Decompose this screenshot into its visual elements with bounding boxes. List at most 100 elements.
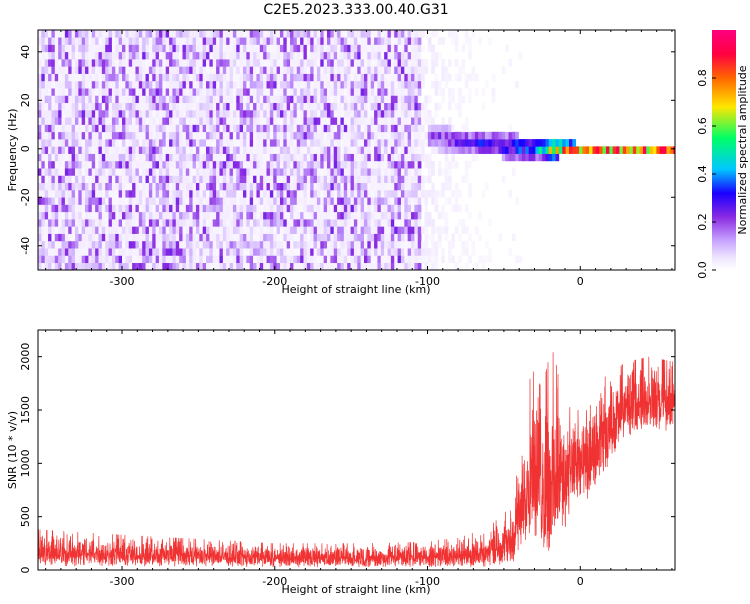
spectrogram-cell (81, 88, 86, 96)
spectrogram-cell (135, 168, 140, 176)
spectrogram-cell (222, 175, 227, 184)
spectrogram-cell (192, 66, 197, 74)
spectrogram-cell (300, 233, 304, 242)
spectrogram-cell (115, 73, 119, 82)
spectrogram-cell (343, 204, 348, 213)
spectrogram-cell (142, 110, 146, 118)
spectrogram-cell (347, 211, 351, 220)
spectrogram-cell (414, 190, 419, 198)
spectrogram-cell (101, 95, 106, 104)
spectrogram-cell (296, 248, 301, 256)
spectrogram-cell (199, 30, 203, 38)
spectrogram-cell (219, 44, 224, 53)
spectrogram-cell (330, 153, 335, 162)
spectrogram-cell (363, 51, 368, 60)
spectrogram-cell (125, 102, 130, 111)
spectrogram-cell (105, 175, 109, 184)
spectrogram-cell (122, 197, 126, 205)
spectrogram-cell (276, 190, 281, 198)
spectrogram-cell (441, 168, 445, 176)
spectrogram-cell (306, 124, 311, 133)
spectrogram-cell (179, 146, 183, 154)
spectrogram-cell (488, 131, 492, 140)
spectrogram-cell (38, 262, 42, 270)
spectrogram-cell (266, 139, 271, 147)
spectrogram-cell (209, 211, 214, 220)
spectrogram-cell (175, 37, 180, 45)
spectrogram-cell (128, 175, 133, 184)
spectrogram-cell (128, 190, 133, 198)
spectrogram-cell (263, 160, 267, 169)
spectrogram-cell (454, 102, 459, 111)
spectrogram-cell (286, 204, 291, 213)
spectrogram-cell (54, 131, 59, 140)
spectrogram-cell (179, 168, 183, 176)
spectrogram-cell (212, 262, 217, 270)
spectrogram-cell (81, 190, 86, 198)
spectrogram-cell (148, 139, 153, 147)
spectrogram-cell (290, 73, 294, 82)
spectrogram-cell (293, 211, 298, 220)
spectrogram-cell (397, 102, 402, 111)
spectrogram-cell (229, 73, 234, 82)
spectrogram-cell (58, 95, 62, 104)
spectrogram-cell (427, 233, 432, 242)
spectrogram-cell (458, 190, 462, 198)
spectrogram-cell (246, 197, 251, 205)
spectrogram-cell (209, 233, 214, 242)
spectrogram-cell (296, 146, 301, 154)
spectrogram-cell (128, 30, 133, 38)
spectrogram-cell (394, 117, 398, 125)
spectrogram-cell (249, 182, 254, 191)
spectrogram-cell (313, 66, 318, 74)
spectrogram-cell (64, 59, 69, 67)
spectrogram-cell (296, 51, 301, 60)
spectrogram-cell (316, 219, 321, 227)
spectrogram-cell (216, 95, 220, 104)
spectrogram-cell (192, 124, 197, 133)
spectrogram-cell (347, 153, 351, 162)
spectrogram-cell (259, 88, 264, 96)
spectrogram-cell (108, 95, 113, 104)
spectrogram-cell (377, 124, 382, 133)
spectrogram-cell (279, 95, 284, 104)
spectrogram-cell (212, 139, 217, 147)
spectrogram-cell (286, 30, 291, 38)
spectrogram-cell (158, 168, 163, 176)
spectrogram-cell (209, 219, 214, 227)
spectrogram-cell (48, 124, 52, 133)
spectrogram-cell (85, 44, 89, 53)
spectrogram-cell (306, 190, 311, 198)
spectrogram-cell (132, 255, 136, 264)
spectrogram-cell (394, 226, 398, 234)
spectrogram-cell (508, 190, 513, 198)
spectrogram-cell (253, 175, 257, 184)
spectrogram-cell (290, 88, 294, 96)
spectrogram-cell (216, 182, 220, 191)
spectrogram-cell (243, 240, 247, 249)
spectrogram-cell (95, 124, 99, 133)
spectrogram-cell (229, 160, 234, 169)
spectrogram-cell (128, 233, 133, 242)
spectrogram-cell (387, 51, 392, 60)
spectrogram-cell (357, 175, 361, 184)
spectrogram-cell (152, 88, 156, 96)
spectrogram-cell (95, 66, 99, 74)
spectrogram-cell (417, 51, 422, 60)
spectrogram-cell (347, 255, 351, 264)
spectrogram-cell (54, 80, 59, 89)
spectrogram-cell (138, 204, 143, 213)
spectrogram-cell (380, 153, 385, 162)
spectrogram-cell (320, 190, 324, 198)
spectrogram-cell (122, 124, 126, 133)
spectrogram-cell (216, 51, 220, 60)
spectrogram-cell (61, 153, 66, 162)
spectrogram-cell (253, 226, 257, 234)
spectrogram-cell (411, 37, 415, 45)
spectrogram-cell (347, 204, 351, 213)
spectrogram-cell (195, 175, 200, 184)
spectrogram-cell (162, 211, 166, 220)
spectrogram-cell (316, 211, 321, 220)
spectrogram-cell (451, 30, 456, 38)
spectrogram-cell (132, 262, 136, 270)
